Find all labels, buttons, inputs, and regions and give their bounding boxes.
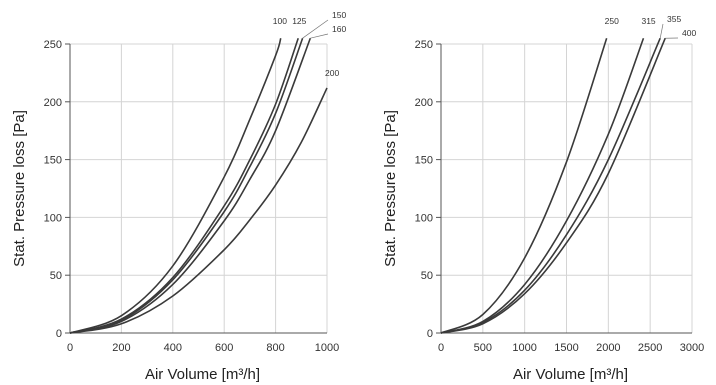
leader-line: [302, 19, 329, 39]
x-tick-label: 2000: [596, 342, 620, 354]
y-tick-label: 250: [44, 39, 62, 51]
series-line-125: [69, 37, 299, 334]
series-line-315: [440, 37, 645, 334]
x-tick-label: 3000: [680, 342, 704, 354]
x-tick-label: 1500: [554, 342, 578, 354]
series-label-150: 150: [332, 10, 346, 20]
x-tick-label: 0: [67, 342, 73, 354]
series-label-200: 200: [325, 68, 339, 78]
series-label-160: 160: [332, 24, 346, 34]
left-chart: 0 200 400 600 800 1000 0 50 100 150 200 250 100 125 15…: [11, 10, 346, 383]
series-line-100: [69, 37, 282, 334]
series-label-125: 125: [292, 16, 306, 26]
y-tick-label: 200: [44, 97, 62, 109]
series-line-355: [440, 37, 661, 334]
x-tick-label: 2500: [638, 342, 662, 354]
x-axis-title: Air Volume [m³/h]: [513, 366, 628, 383]
y-tick-label: 250: [415, 39, 433, 51]
y-tick-label: 150: [415, 155, 433, 167]
x-axis-title: Air Volume [m³/h]: [145, 366, 260, 383]
series-label-315: 315: [641, 16, 655, 26]
series-line-200: [69, 87, 328, 334]
right-chart: 0 500 1000 1500 2000 2500 3000 0 50 100 150 200 250 2…: [382, 14, 704, 383]
y-tick-label: 200: [415, 97, 433, 109]
x-tick-label: 1000: [315, 342, 339, 354]
leader-line: [310, 33, 329, 39]
series-label-100: 100: [273, 16, 287, 26]
series-line-400: [440, 37, 666, 334]
y-tick-label: 0: [427, 328, 433, 340]
series-label-355: 355: [667, 14, 681, 24]
y-tick-label: 50: [50, 270, 62, 282]
series-line-150: [69, 37, 304, 334]
x-tick-label: 600: [215, 342, 233, 354]
x-tick-label: 500: [474, 342, 492, 354]
y-tick-label: 100: [415, 212, 433, 224]
y-tick-label: 50: [421, 270, 433, 282]
y-axis-title: Stat. Pressure loss [Pa]: [382, 110, 399, 267]
y-tick-label: 0: [56, 328, 62, 340]
x-tick-label: 0: [438, 342, 444, 354]
x-tick-label: 400: [164, 342, 182, 354]
y-tick-label: 150: [44, 155, 62, 167]
series-line-160: [69, 37, 312, 334]
y-axis-title: Stat. Pressure loss [Pa]: [11, 110, 28, 267]
x-tick-label: 200: [112, 342, 130, 354]
series-line-250: [440, 37, 608, 334]
x-tick-label: 800: [266, 342, 284, 354]
x-tick-label: 1000: [512, 342, 536, 354]
series-label-250: 250: [605, 16, 619, 26]
leader-line: [659, 23, 664, 39]
y-tick-label: 100: [44, 212, 62, 224]
series-label-400: 400: [682, 28, 696, 38]
